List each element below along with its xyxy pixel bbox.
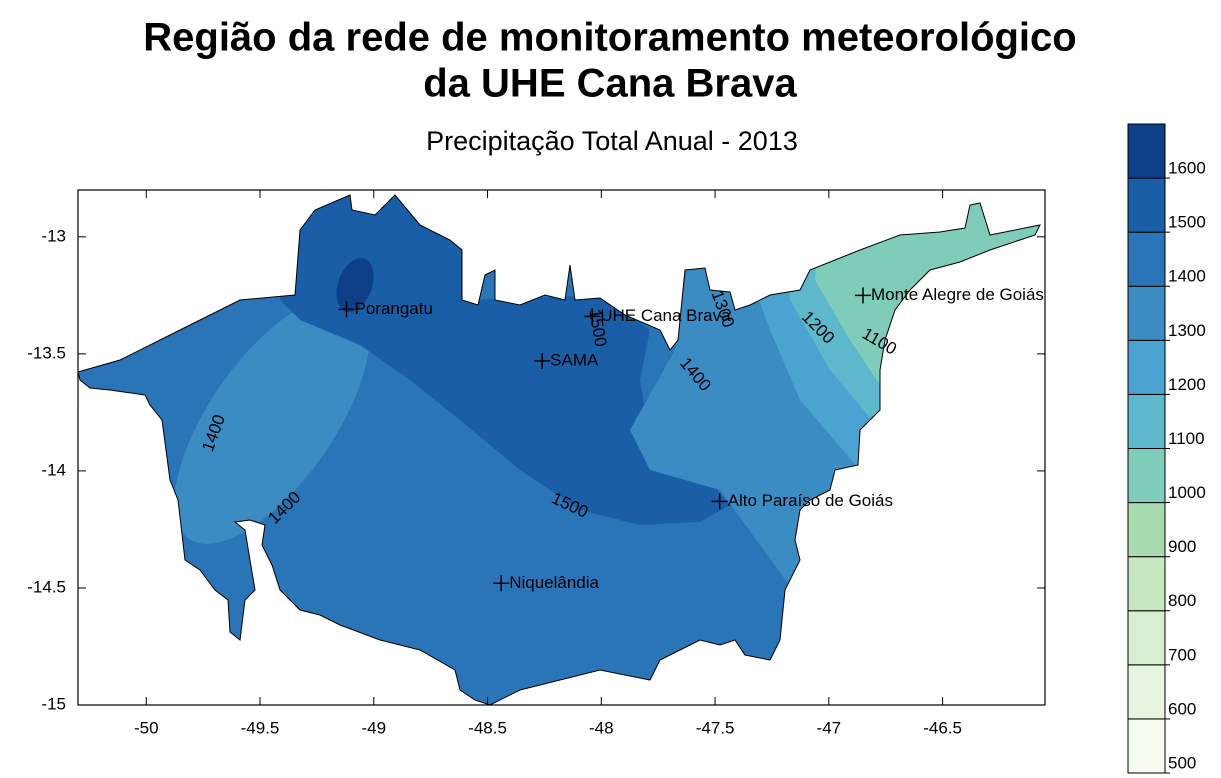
- colorbar-band: [1127, 123, 1166, 179]
- colorbar-label: 600: [1168, 699, 1196, 718]
- title: Região da rede de monitoramento meteorol…: [143, 16, 1076, 60]
- colorbar-band: [1127, 448, 1166, 504]
- y-tick-label: -13.5: [27, 343, 66, 362]
- station-label: Niquelândia: [509, 573, 599, 592]
- colorbar-label: 700: [1168, 645, 1196, 664]
- x-tick-label: -47.5: [696, 718, 735, 737]
- colorbar-band: [1127, 664, 1166, 720]
- x-tick-label: -50: [134, 718, 159, 737]
- colorbar-label: 1000: [1168, 483, 1206, 502]
- station-marker: [584, 308, 601, 325]
- y-tick-label: -14.5: [27, 577, 66, 596]
- colorbar-label: 1200: [1168, 375, 1206, 394]
- colorbar-band: [1127, 285, 1166, 341]
- title: da UHE Cana Brava: [423, 62, 797, 106]
- colorbar-band: [1127, 393, 1166, 449]
- colorbar-label: 900: [1168, 537, 1196, 556]
- y-tick-label: -14: [41, 460, 66, 479]
- x-tick-label: -49.5: [241, 718, 280, 737]
- station-marker: [711, 493, 728, 510]
- colorbar-label: 1100: [1168, 429, 1205, 448]
- x-tick-label: -49: [361, 718, 386, 737]
- colorbar-band: [1127, 610, 1166, 666]
- band-1300: [174, 296, 370, 544]
- colorbar-band: [1127, 556, 1166, 612]
- colorbar-band: [1127, 231, 1166, 287]
- y-tick-label: -15: [41, 694, 66, 713]
- colorbar-band: [1127, 339, 1166, 395]
- colorbar-label: 1400: [1168, 267, 1206, 286]
- colorbar-band: [1127, 502, 1166, 558]
- y-tick-label: -13: [41, 226, 66, 245]
- band-1600: [336, 258, 374, 312]
- station-label: SAMA: [550, 350, 599, 369]
- station-label: Alto Paraíso de Goiás: [728, 491, 893, 510]
- station-label: Monte Alegre de Goiás: [871, 285, 1044, 304]
- colorbar-band: [1127, 718, 1166, 774]
- station-marker: [854, 287, 871, 304]
- station-label: Porangatu: [354, 299, 432, 318]
- region-outline: [77, 194, 1041, 706]
- station-label: UHE Cana Brava: [600, 306, 731, 325]
- station-marker: [338, 301, 355, 318]
- colorbar-band: [1127, 177, 1166, 233]
- colorbar-label: 500: [1168, 753, 1196, 772]
- x-tick-label: -48: [589, 718, 614, 737]
- station-marker: [493, 575, 510, 592]
- colorbar-label: 1500: [1168, 213, 1206, 232]
- colorbar-label: 800: [1168, 591, 1196, 610]
- colorbar-label: 1300: [1168, 321, 1206, 340]
- x-tick-label: -48.5: [468, 718, 507, 737]
- subtitle: Precipitação Total Anual - 2013: [426, 126, 798, 156]
- colorbar-label: 1600: [1168, 159, 1206, 178]
- x-tick-label: -47: [817, 718, 842, 737]
- band-1500: [280, 195, 730, 525]
- x-tick-label: -46.5: [923, 718, 962, 737]
- station-marker: [534, 352, 551, 369]
